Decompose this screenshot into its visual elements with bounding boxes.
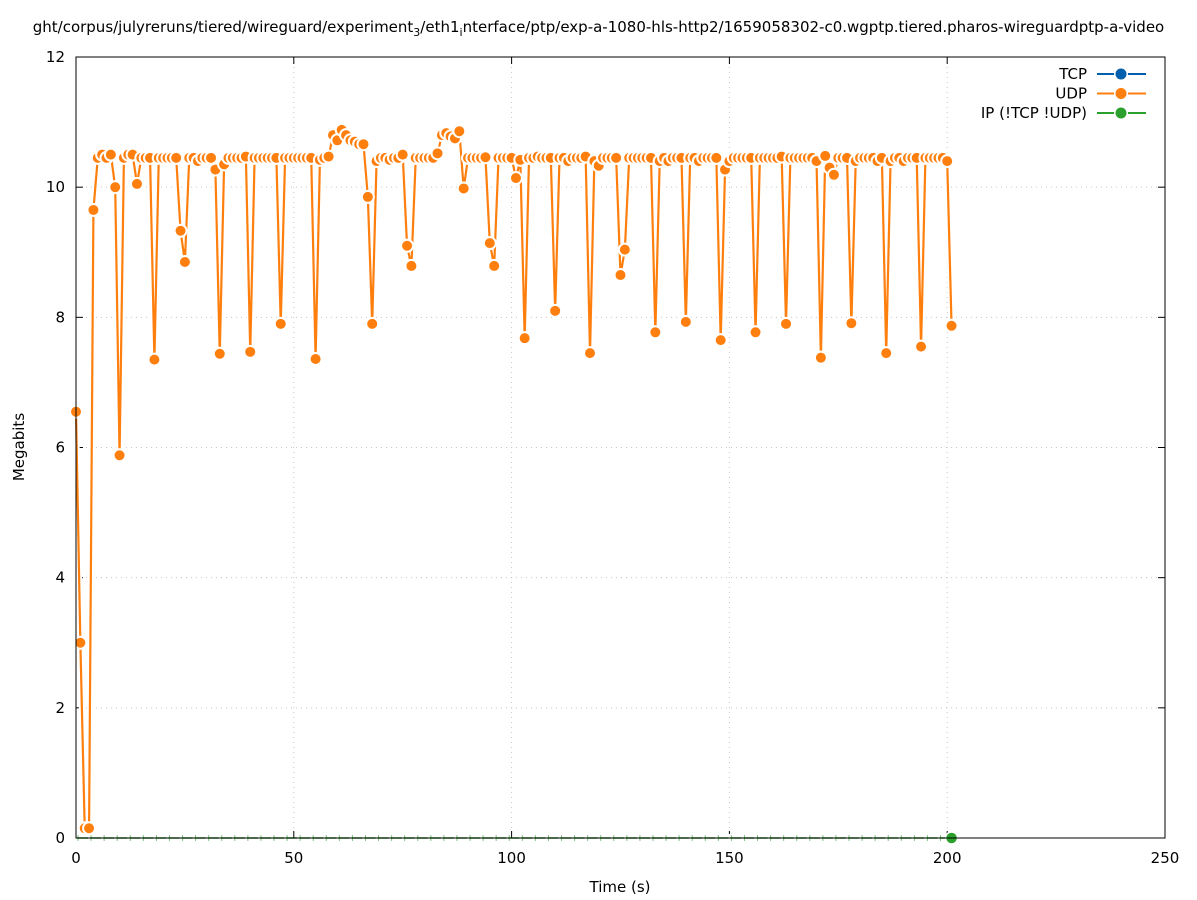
data-point: [713, 333, 728, 348]
y-tick-label: 10: [46, 178, 65, 196]
x-tick-label: 100: [497, 849, 526, 867]
title-part: nterface/ptp/exp-a-1080-hls-http2/165905…: [462, 18, 1165, 36]
data-point: [452, 124, 467, 139]
data-point: [517, 331, 532, 346]
data-point: [617, 242, 632, 257]
x-tick-label: 0: [71, 849, 81, 867]
data-point: [914, 339, 929, 354]
data-point: [430, 146, 445, 161]
data-point: [395, 147, 410, 162]
data-point: [112, 448, 127, 463]
data-point: [648, 325, 663, 340]
data-point: [147, 352, 162, 367]
y-tick-label: 2: [55, 699, 65, 717]
data-point: [360, 189, 375, 204]
data-point: [273, 316, 288, 331]
series-layer: [69, 122, 959, 845]
grid: [76, 57, 1165, 838]
data-point: [400, 238, 415, 253]
data-point: [879, 346, 894, 361]
x-tick-label: 50: [284, 849, 303, 867]
data-point: [243, 344, 258, 359]
data-point: [609, 150, 624, 165]
title-sub: i: [459, 26, 463, 39]
y-tick-label: 6: [55, 439, 65, 457]
data-point: [482, 236, 497, 251]
data-point: [73, 635, 88, 650]
data-point: [103, 147, 118, 162]
legend-marker: [1115, 88, 1127, 99]
legend-label: TCP: [1058, 65, 1087, 83]
data-point: [844, 316, 859, 331]
data-point: [456, 181, 471, 196]
axis-ticks: 0 50 100 150 200 250 0 2 4 6 8 10 12: [46, 48, 1179, 867]
data-point: [613, 268, 628, 283]
y-tick-label: 4: [55, 569, 65, 587]
data-point: [173, 223, 188, 238]
data-point: [709, 150, 724, 165]
chart-title: ght/corpus/julyreruns/tiered/wireguard/e…: [0, 18, 1197, 39]
data-point: [748, 325, 763, 340]
data-point: [779, 316, 794, 331]
data-point: [321, 149, 336, 164]
data-point: [826, 167, 841, 182]
data-point: [308, 351, 323, 366]
data-point: [940, 154, 955, 169]
data-point: [508, 171, 523, 186]
data-point: [944, 318, 959, 333]
title-part: /eth1: [420, 18, 460, 36]
data-point: [108, 180, 123, 195]
data-point: [478, 150, 493, 165]
data-point: [82, 821, 97, 836]
data-point: [813, 350, 828, 365]
plot-border: [75, 56, 1166, 839]
series-udp: [69, 122, 959, 836]
data-point: [212, 346, 227, 361]
data-point: [204, 150, 219, 165]
data-point: [818, 148, 833, 163]
data-point: [129, 176, 144, 191]
y-tick-label: 12: [46, 48, 65, 66]
y-tick-label: 0: [55, 829, 65, 847]
x-axis-label: Time (s): [589, 878, 651, 896]
data-point: [177, 255, 192, 270]
data-point: [169, 150, 184, 165]
series-line-outline: [73, 126, 955, 832]
legend-marker: [1115, 107, 1127, 119]
data-point: [356, 137, 371, 152]
x-tick-label: 150: [715, 849, 744, 867]
legend-label: UDP: [1055, 85, 1087, 103]
y-axis-label: Megabits: [10, 413, 28, 481]
data-point: [86, 202, 101, 217]
y-tick-label: 8: [55, 308, 65, 326]
x-tick-label: 200: [933, 849, 962, 867]
x-tick-label: 250: [1151, 849, 1180, 867]
data-point: [583, 346, 598, 361]
title-sub: 3: [413, 26, 421, 39]
data-point: [678, 314, 693, 329]
data-point: [404, 258, 419, 273]
data-point: [548, 303, 563, 318]
data-point: [487, 258, 502, 273]
title-part: ght/corpus/julyreruns/tiered/wireguard/e…: [32, 18, 414, 36]
legend-label: IP (!TCP !UDP): [981, 104, 1087, 122]
legend-marker: [1115, 68, 1127, 80]
data-point: [365, 316, 380, 331]
